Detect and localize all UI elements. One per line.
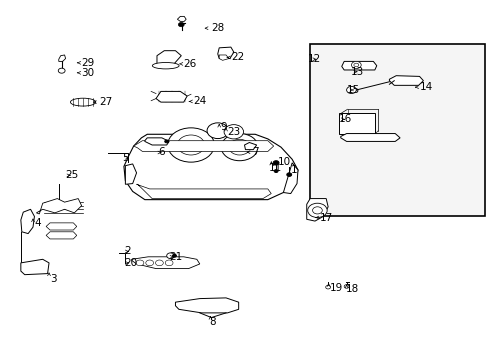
Polygon shape: [46, 232, 77, 239]
Polygon shape: [46, 223, 77, 230]
Polygon shape: [219, 55, 228, 60]
Circle shape: [177, 135, 204, 155]
Text: 8: 8: [209, 317, 216, 327]
Text: 2: 2: [123, 247, 130, 256]
Polygon shape: [59, 55, 65, 62]
Circle shape: [167, 128, 214, 162]
Circle shape: [274, 170, 278, 172]
Polygon shape: [388, 76, 423, 85]
Text: 3: 3: [50, 274, 57, 284]
Circle shape: [165, 260, 173, 266]
Text: 30: 30: [81, 68, 95, 78]
Polygon shape: [283, 163, 297, 194]
Circle shape: [307, 203, 326, 217]
Circle shape: [172, 254, 176, 257]
Text: 14: 14: [419, 82, 432, 92]
Circle shape: [228, 139, 250, 155]
Circle shape: [58, 68, 65, 73]
Polygon shape: [21, 209, 34, 234]
Circle shape: [353, 63, 358, 67]
Polygon shape: [175, 298, 238, 313]
Polygon shape: [21, 259, 49, 275]
Text: 15: 15: [346, 85, 359, 95]
Text: 20: 20: [123, 258, 137, 268]
Polygon shape: [340, 134, 399, 141]
Polygon shape: [306, 199, 327, 221]
Polygon shape: [131, 257, 200, 269]
Text: 7: 7: [251, 147, 258, 157]
Text: 12: 12: [307, 54, 320, 64]
Text: 4: 4: [34, 218, 41, 228]
Text: 9: 9: [220, 122, 227, 132]
Text: 5: 5: [122, 153, 128, 163]
Polygon shape: [217, 47, 233, 59]
Bar: [309, 44, 484, 216]
Ellipse shape: [70, 98, 96, 106]
Circle shape: [325, 285, 330, 289]
Text: 16: 16: [338, 114, 351, 124]
Text: 29: 29: [81, 58, 95, 68]
Text: 23: 23: [227, 127, 240, 137]
Polygon shape: [36, 199, 81, 214]
Text: 22: 22: [231, 53, 244, 63]
Circle shape: [155, 260, 163, 266]
Polygon shape: [144, 138, 169, 145]
Circle shape: [221, 134, 258, 161]
Polygon shape: [136, 184, 271, 199]
Text: 26: 26: [183, 59, 197, 69]
Circle shape: [224, 125, 243, 139]
Text: 13: 13: [350, 67, 363, 77]
Polygon shape: [177, 17, 186, 21]
Text: 1: 1: [290, 165, 297, 175]
Text: 28: 28: [211, 23, 224, 33]
Circle shape: [351, 62, 361, 68]
Circle shape: [346, 86, 356, 94]
Text: 6: 6: [158, 148, 164, 157]
Polygon shape: [156, 91, 187, 102]
Text: 17: 17: [319, 212, 332, 222]
Text: 24: 24: [193, 96, 206, 107]
Text: 18: 18: [345, 284, 358, 294]
Text: 11: 11: [268, 163, 281, 173]
Text: 19: 19: [329, 283, 342, 293]
Circle shape: [164, 140, 168, 143]
Text: 21: 21: [169, 252, 182, 262]
Polygon shape: [244, 143, 256, 150]
Text: 10: 10: [277, 157, 290, 167]
Polygon shape: [125, 164, 136, 184]
Circle shape: [344, 285, 348, 288]
Circle shape: [145, 260, 153, 266]
Circle shape: [312, 207, 322, 214]
Polygon shape: [133, 141, 273, 152]
Circle shape: [206, 123, 228, 139]
Circle shape: [166, 253, 174, 258]
Polygon shape: [157, 51, 181, 64]
Circle shape: [178, 22, 184, 27]
Ellipse shape: [152, 63, 179, 69]
Polygon shape: [341, 62, 376, 70]
Circle shape: [273, 161, 279, 165]
Polygon shape: [339, 113, 374, 134]
Circle shape: [136, 260, 143, 266]
Text: 25: 25: [65, 170, 79, 180]
Text: 27: 27: [100, 97, 113, 107]
Circle shape: [286, 173, 291, 176]
Polygon shape: [123, 134, 297, 200]
